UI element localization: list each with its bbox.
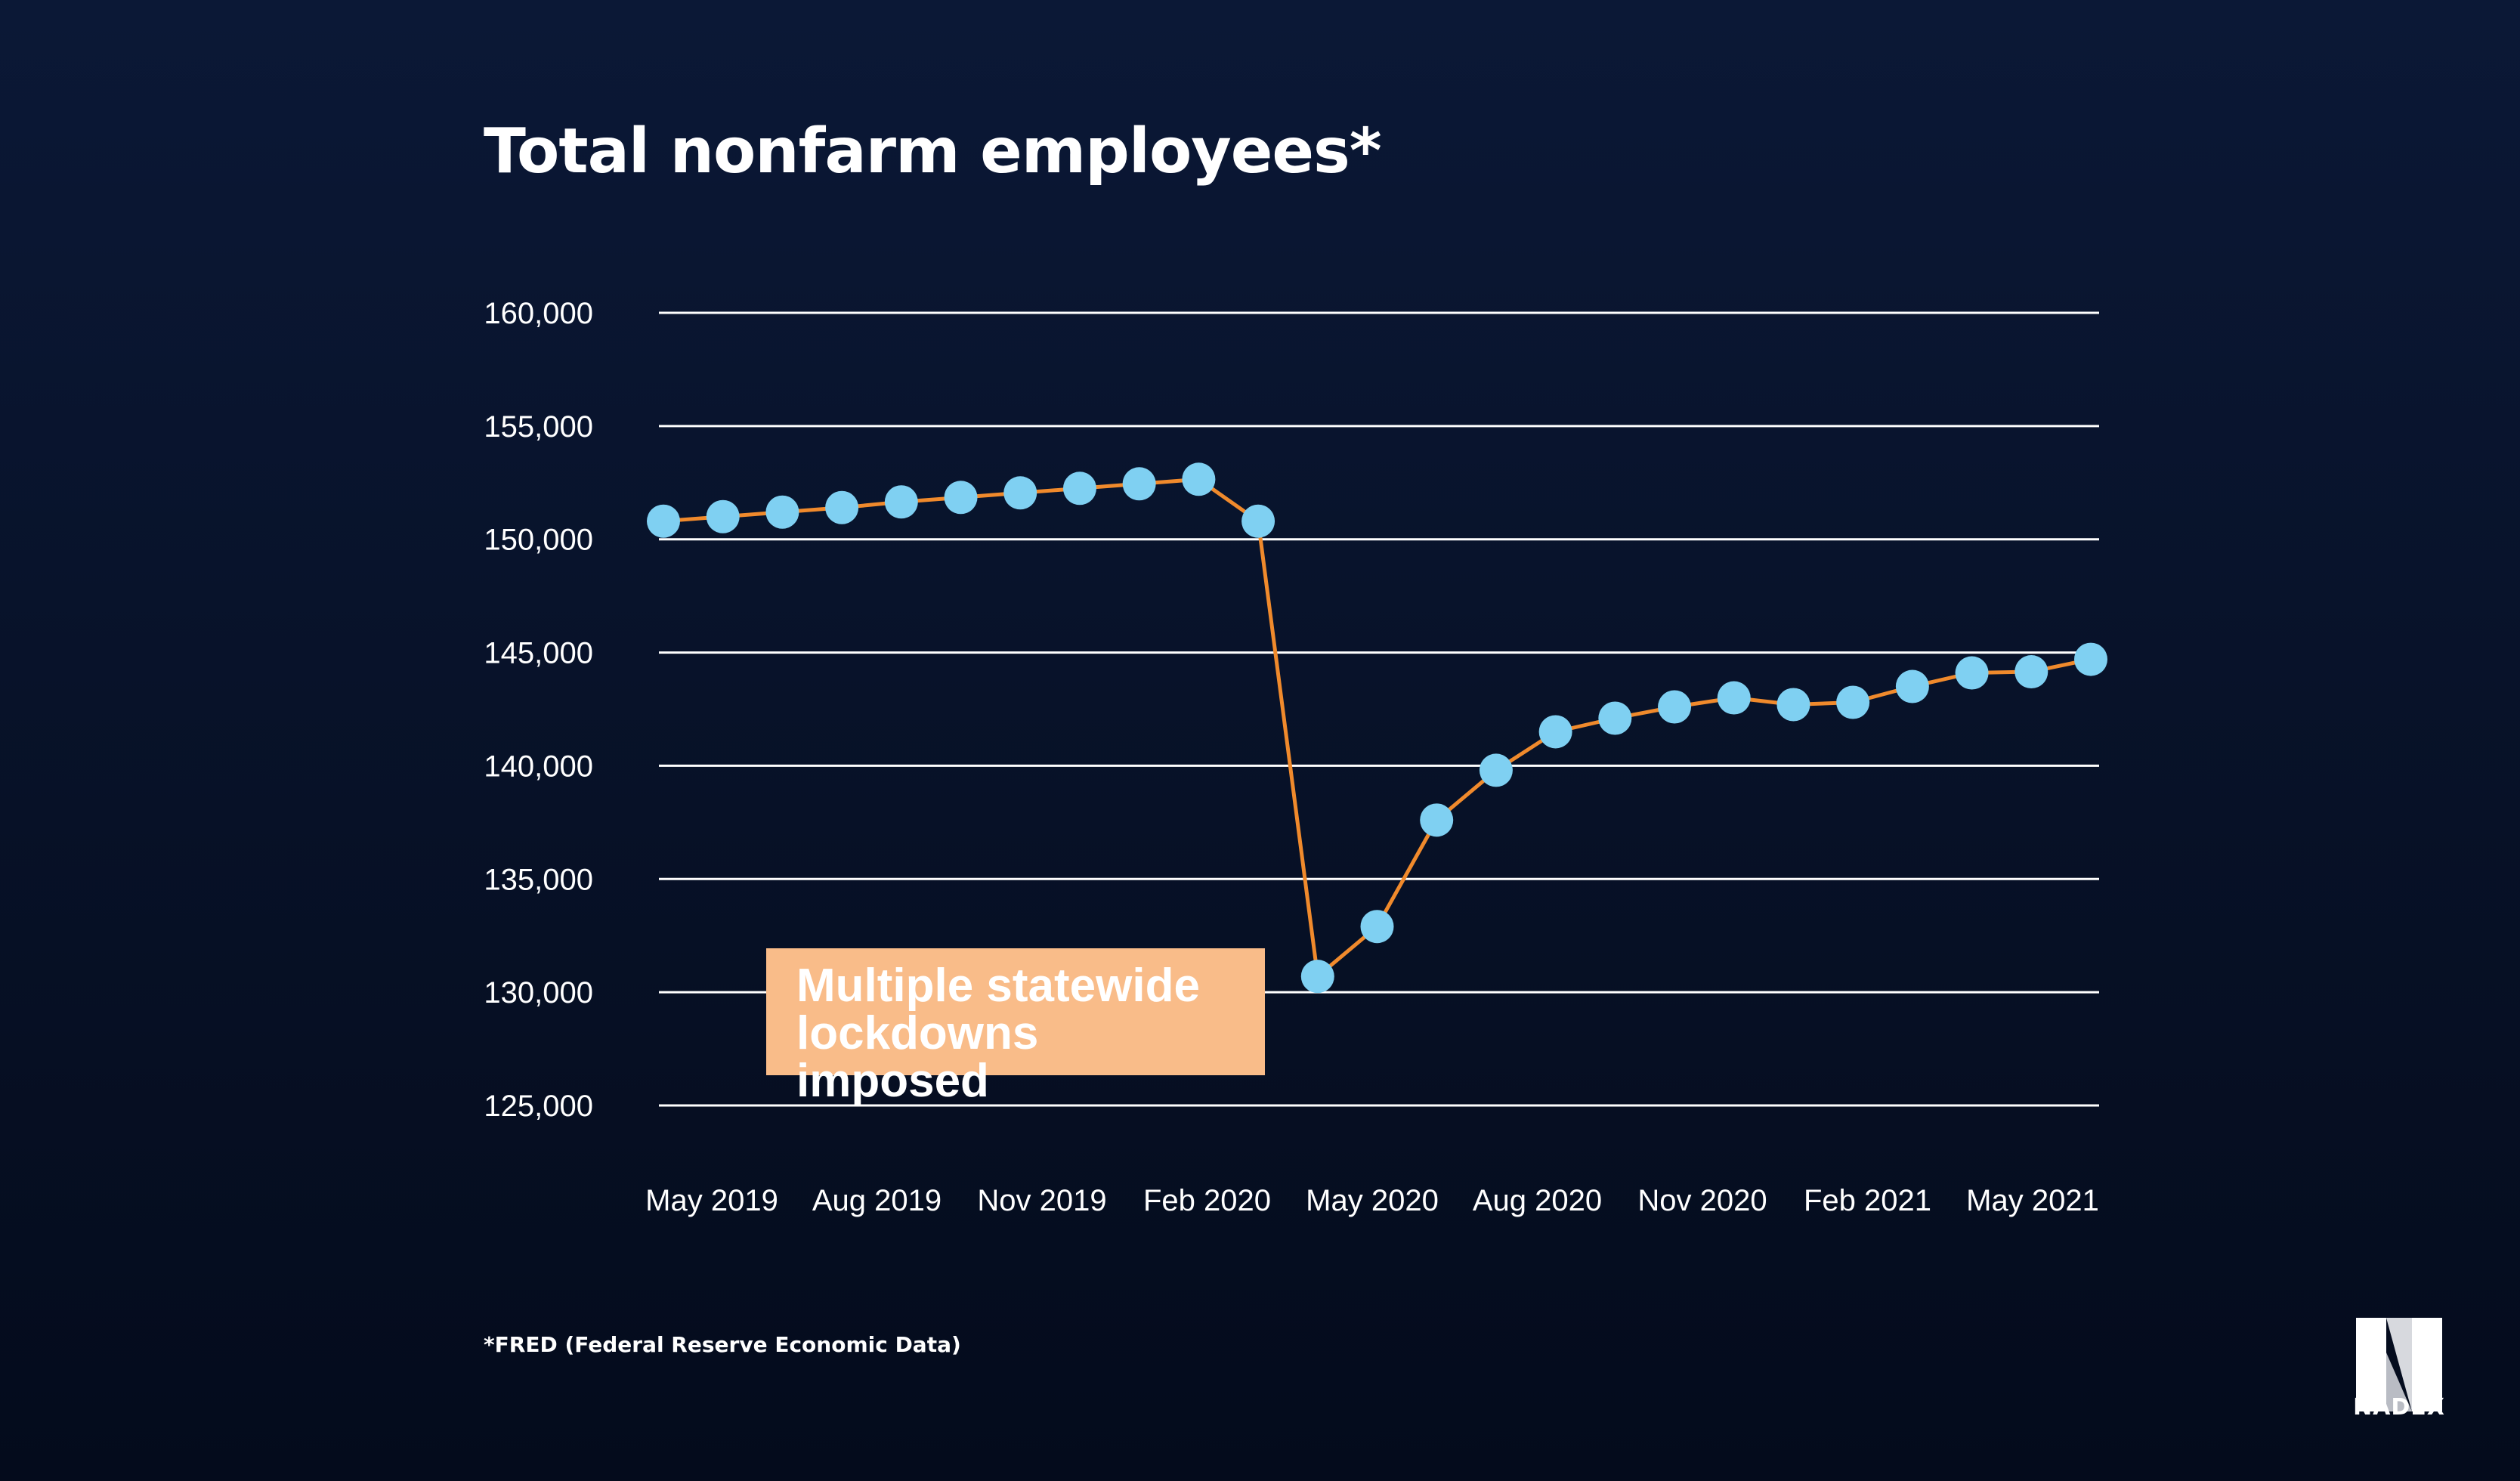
data-point bbox=[1836, 685, 1870, 719]
data-point bbox=[1538, 715, 1572, 749]
series bbox=[661, 477, 2093, 979]
data-point bbox=[1122, 467, 1156, 501]
data-point bbox=[1895, 669, 1929, 703]
x-tick-label: Feb 2021 bbox=[1804, 1184, 1931, 1217]
x-tick-label: Nov 2019 bbox=[977, 1184, 1106, 1217]
data-point bbox=[1598, 701, 1632, 735]
data-point bbox=[1300, 960, 1334, 994]
data-point bbox=[1479, 753, 1513, 787]
data-point bbox=[1717, 681, 1751, 715]
x-tick-label: Aug 2020 bbox=[1473, 1184, 1602, 1217]
data-point bbox=[1776, 688, 1810, 722]
logo-text: NADEX bbox=[2353, 1394, 2445, 1421]
data-point bbox=[2074, 642, 2107, 676]
y-tick-label: 150,000 bbox=[484, 524, 593, 557]
data-point bbox=[1360, 910, 1394, 944]
y-axis-ticks: 160,000 155,000 150,000 145,000 140,000 135,0… bbox=[484, 297, 593, 1123]
data-point bbox=[1182, 462, 1216, 496]
nadex-n-logo-icon bbox=[2356, 1318, 2442, 1411]
series-line bbox=[661, 477, 2093, 979]
y-tick-label: 125,000 bbox=[484, 1090, 593, 1123]
y-tick-label: 160,000 bbox=[484, 297, 593, 330]
x-tick-label: May 2021 bbox=[1966, 1184, 2099, 1217]
data-point bbox=[765, 495, 799, 529]
y-tick-label: 130,000 bbox=[484, 976, 593, 1009]
data-point bbox=[1062, 472, 1096, 506]
data-point bbox=[647, 504, 680, 538]
y-tick-label: 135,000 bbox=[484, 863, 593, 896]
x-tick-label: May 2019 bbox=[645, 1184, 778, 1217]
data-point bbox=[944, 481, 978, 515]
lockdown-annotation: Multiple statewide lockdowns imposed bbox=[766, 948, 1265, 1105]
data-point bbox=[1955, 656, 1989, 690]
chart-title: Total nonfarm employees* bbox=[484, 116, 1382, 187]
data-point bbox=[825, 490, 859, 524]
y-tick-label: 145,000 bbox=[484, 637, 593, 670]
data-point bbox=[1420, 803, 1454, 837]
data-point bbox=[1241, 504, 1275, 538]
data-point bbox=[1658, 690, 1692, 724]
data-point bbox=[2014, 655, 2048, 689]
data-point bbox=[1003, 476, 1037, 510]
x-tick-label: Feb 2020 bbox=[1143, 1184, 1271, 1217]
source-footnote: *FRED (Federal Reserve Economic Data) bbox=[484, 1332, 961, 1357]
data-point bbox=[884, 485, 918, 519]
x-tick-label: May 2020 bbox=[1306, 1184, 1439, 1217]
x-tick-label: Aug 2019 bbox=[812, 1184, 942, 1217]
grid-lines bbox=[659, 311, 2099, 1107]
data-point bbox=[706, 499, 740, 533]
y-tick-label: 140,000 bbox=[484, 750, 593, 783]
markers bbox=[647, 462, 2107, 994]
x-axis-ticks: May 2019 Aug 2019 Nov 2019 Feb 2020 May 2020… bbox=[645, 1184, 2099, 1217]
x-tick-label: Nov 2020 bbox=[1637, 1184, 1767, 1217]
y-tick-label: 155,000 bbox=[484, 410, 593, 444]
